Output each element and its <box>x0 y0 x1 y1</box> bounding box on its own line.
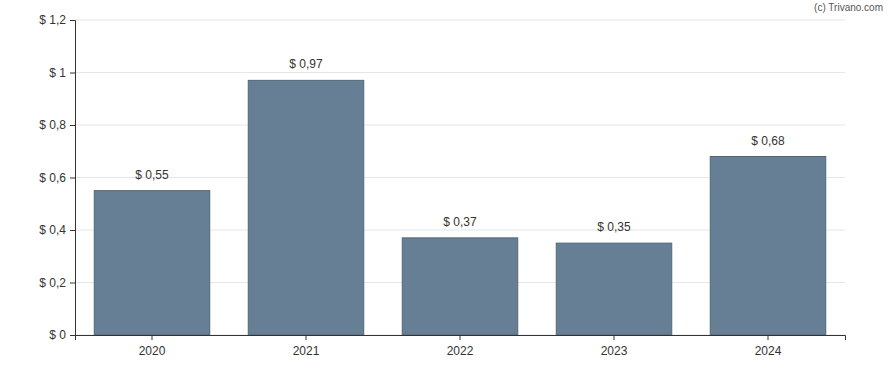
y-tick-mark <box>70 125 75 126</box>
y-tick-label: $ 0,8 <box>39 118 66 132</box>
x-tick-label: 2024 <box>755 344 782 358</box>
data-label: $ 0,97 <box>289 57 323 71</box>
y-tick: $ 0,2 <box>39 276 75 290</box>
x-tick-label: 2021 <box>293 344 320 358</box>
grid <box>75 20 845 335</box>
y-tick-label: $ 0,6 <box>39 171 66 185</box>
x-tick-mark <box>152 335 153 340</box>
x-tick-mark <box>768 335 769 340</box>
data-label: $ 0,35 <box>597 220 631 234</box>
x-tick: 2021 <box>293 335 320 358</box>
y-tick: $ 0,6 <box>39 171 75 185</box>
annotation: (c) Trivano.com <box>814 2 883 13</box>
y-tick: $ 0,4 <box>39 223 75 237</box>
grid-line <box>75 20 845 21</box>
x-tick-label: 2023 <box>601 344 628 358</box>
x-tick-mark <box>614 335 615 340</box>
x-tick: 2022 <box>447 335 474 358</box>
y-tick-label: $ 0 <box>49 328 66 342</box>
x-tick: 2023 <box>601 335 628 358</box>
y-tick: $ 1,2 <box>39 13 75 27</box>
x-axis-line <box>76 336 846 341</box>
x-tick-mark <box>460 335 461 340</box>
bar <box>248 80 364 335</box>
y-tick-mark <box>70 20 75 21</box>
y-tick: $ 1 <box>49 66 75 80</box>
bar <box>556 243 672 335</box>
bars <box>94 80 826 335</box>
y-tick-mark <box>70 335 75 336</box>
bar <box>402 238 518 335</box>
y-tick-label: $ 0,4 <box>39 223 66 237</box>
data-label: $ 0,37 <box>443 215 477 229</box>
y-tick-label: $ 1 <box>49 66 66 80</box>
y-tick-mark <box>70 230 75 231</box>
data-label: $ 0,68 <box>751 134 785 148</box>
x-tick-label: 2022 <box>447 344 474 358</box>
plot: $ 0$ 0,2$ 0,4$ 0,6$ 0,8$ 1$ 1,2202020212… <box>39 13 845 357</box>
y-tick-label: $ 1,2 <box>39 13 66 27</box>
y-tick: $ 0 <box>49 328 75 342</box>
y-axis: $ 0 $ 0,2 $ 0,4 $ 0,6 $ 0,8 $ 1 $ 1,2 <box>39 13 75 342</box>
x-axis: 2020 2021 2022 2023 2024 <box>76 335 846 358</box>
y-tick-mark <box>70 283 75 284</box>
x-tick-mark <box>306 335 307 340</box>
x-tick: 2024 <box>755 335 782 358</box>
data-label: $ 0,55 <box>135 168 169 182</box>
chart: $ 0$ 0,2$ 0,4$ 0,6$ 0,8$ 1$ 1,2202020212… <box>0 0 888 370</box>
y-tick-label: $ 0,2 <box>39 276 66 290</box>
x-tick: 2020 <box>139 335 166 358</box>
y-axis-line <box>70 21 76 336</box>
y-tick: $ 0,8 <box>39 118 75 132</box>
y-tick-mark <box>70 178 75 179</box>
bar <box>94 191 210 335</box>
x-tick-label: 2020 <box>139 344 166 358</box>
y-tick-mark <box>70 73 75 74</box>
grid-line <box>75 72 845 73</box>
data-labels: $ 0,55 $ 0,97 $ 0,37 $ 0,35 $ 0,68 <box>135 57 785 234</box>
grid-line <box>75 125 845 126</box>
bar <box>710 157 826 336</box>
